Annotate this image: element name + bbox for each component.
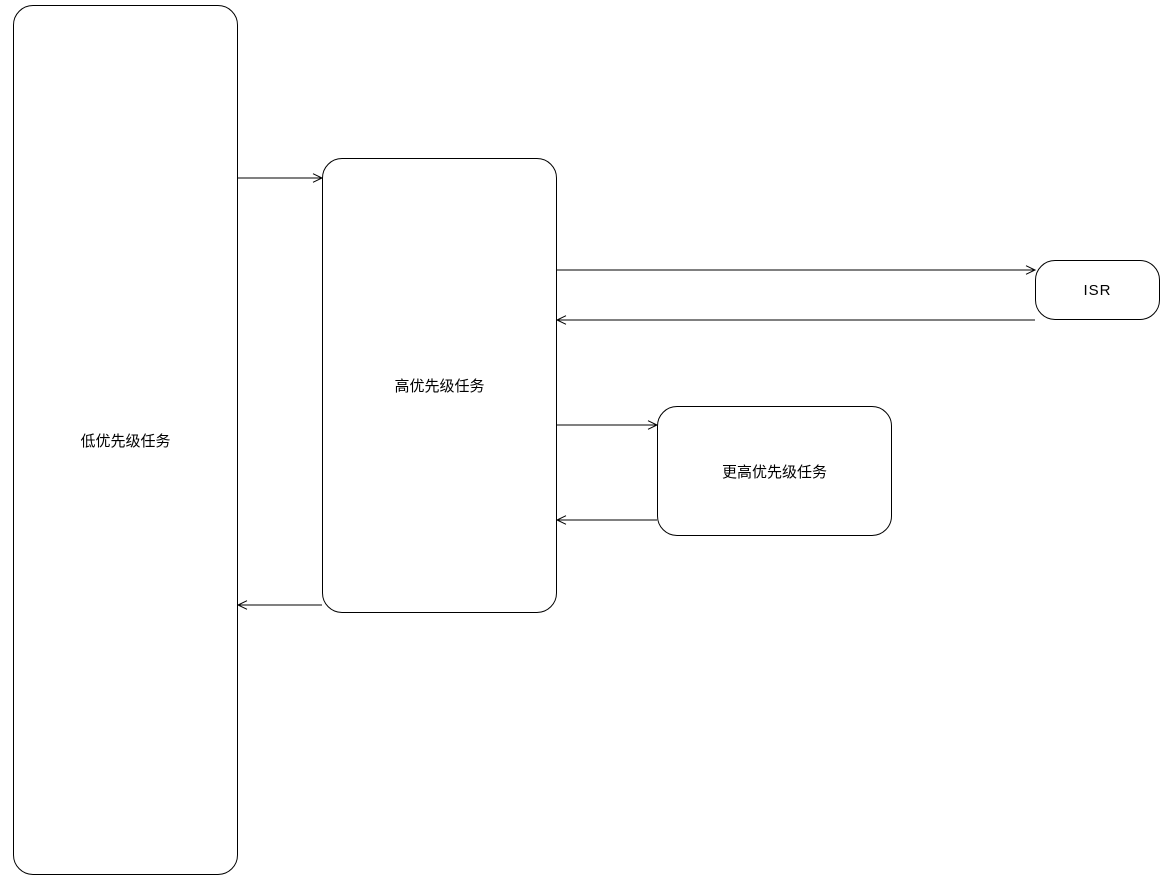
node-label-low: 低优先级任务 xyxy=(80,430,170,451)
node-label-higher: 更高优先级任务 xyxy=(722,461,827,482)
arrowhead-low-to-high xyxy=(313,174,322,183)
node-low: 低优先级任务 xyxy=(13,5,238,875)
arrowhead-high-to-higher xyxy=(648,421,657,430)
node-label-high: 高优先级任务 xyxy=(394,375,484,396)
arrowhead-high-to-isr xyxy=(1026,266,1035,275)
node-higher: 更高优先级任务 xyxy=(657,406,892,536)
node-isr: ISR xyxy=(1035,260,1160,320)
node-label-isr: ISR xyxy=(1083,282,1111,299)
arrowhead-high-to-low xyxy=(238,601,247,610)
node-high: 高优先级任务 xyxy=(322,158,557,613)
arrowhead-higher-to-high xyxy=(557,516,566,525)
arrowhead-isr-to-high xyxy=(557,316,566,325)
